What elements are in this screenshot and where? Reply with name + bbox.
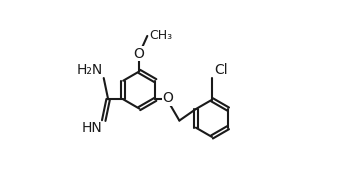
- Text: CH₃: CH₃: [149, 30, 172, 42]
- Text: HN: HN: [82, 122, 103, 136]
- Text: O: O: [162, 91, 173, 105]
- Text: Cl: Cl: [215, 63, 228, 77]
- Text: H₂N: H₂N: [76, 63, 103, 77]
- Text: O: O: [133, 47, 144, 61]
